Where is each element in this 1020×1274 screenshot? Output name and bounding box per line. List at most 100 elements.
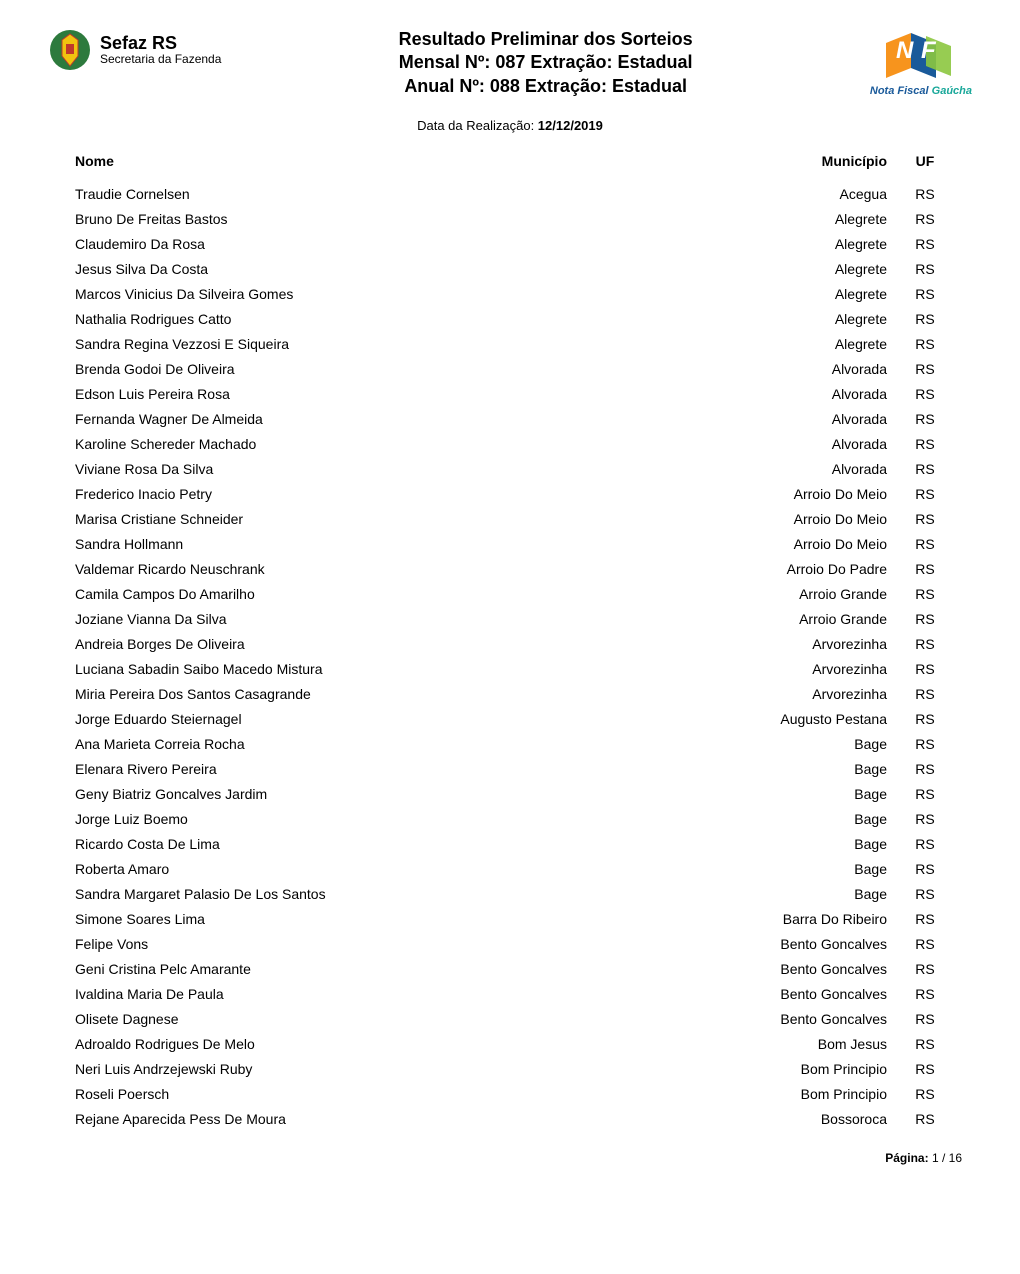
header-title-block: Resultado Preliminar dos Sorteios Mensal… xyxy=(221,28,869,98)
cell-uf: RS xyxy=(905,536,945,552)
cell-uf: RS xyxy=(905,211,945,227)
header-title-line3: Anual Nº: 088 Extração: Estadual xyxy=(221,75,869,98)
cell-uf: RS xyxy=(905,861,945,877)
cell-nome: Adroaldo Rodrigues De Melo xyxy=(75,1036,745,1052)
footer-current: 1 xyxy=(932,1151,939,1165)
cell-nome: Viviane Rosa Da Silva xyxy=(75,461,745,477)
cell-municipio: Bage xyxy=(745,861,905,877)
page-footer: Página: 1 / 16 xyxy=(48,1151,972,1165)
cell-municipio: Bossoroca xyxy=(745,1111,905,1127)
cell-municipio: Arroio Grande xyxy=(745,611,905,627)
cell-uf: RS xyxy=(905,311,945,327)
cell-uf: RS xyxy=(905,436,945,452)
table-row: Sandra HollmannArroio Do MeioRS xyxy=(75,531,945,556)
page-header: Sefaz RS Secretaria da Fazenda Resultado… xyxy=(48,28,972,98)
table-row: Adroaldo Rodrigues De MeloBom JesusRS xyxy=(75,1031,945,1056)
table-row: Geny Biatriz Goncalves JardimBageRS xyxy=(75,781,945,806)
cell-municipio: Bento Goncalves xyxy=(745,961,905,977)
cell-uf: RS xyxy=(905,761,945,777)
nfg-text: Nota Fiscal Gaúcha xyxy=(870,85,972,97)
table-row: Miria Pereira Dos Santos CasagrandeArvor… xyxy=(75,681,945,706)
table-row: Felipe VonsBento GoncalvesRS xyxy=(75,931,945,956)
cell-uf: RS xyxy=(905,411,945,427)
cell-nome: Edson Luis Pereira Rosa xyxy=(75,386,745,402)
cell-uf: RS xyxy=(905,736,945,752)
cell-municipio: Alegrete xyxy=(745,286,905,302)
header-municipio: Município xyxy=(745,153,905,169)
table-row: Jorge Eduardo SteiernagelAugusto Pestana… xyxy=(75,706,945,731)
cell-municipio: Bento Goncalves xyxy=(745,1011,905,1027)
table-body: Traudie CornelsenAceguaRS Bruno De Freita… xyxy=(75,181,945,1131)
table-row: Ivaldina Maria De PaulaBento GoncalvesRS xyxy=(75,981,945,1006)
cell-municipio: Bage xyxy=(745,886,905,902)
table-row: Marcos Vinicius Da Silveira GomesAlegret… xyxy=(75,281,945,306)
cell-municipio: Bom Principio xyxy=(745,1086,905,1102)
cell-uf: RS xyxy=(905,236,945,252)
cell-uf: RS xyxy=(905,986,945,1002)
cell-nome: Jorge Luiz Boemo xyxy=(75,811,745,827)
table-row: Marisa Cristiane SchneiderArroio Do Meio… xyxy=(75,506,945,531)
cell-uf: RS xyxy=(905,911,945,927)
svg-text:N: N xyxy=(896,37,914,64)
cell-uf: RS xyxy=(905,386,945,402)
cell-municipio: Acegua xyxy=(745,186,905,202)
cell-uf: RS xyxy=(905,686,945,702)
cell-uf: RS xyxy=(905,586,945,602)
table-row: Camila Campos Do AmarilhoArroio GrandeRS xyxy=(75,581,945,606)
cell-nome: Joziane Vianna Da Silva xyxy=(75,611,745,627)
cell-nome: Ana Marieta Correia Rocha xyxy=(75,736,745,752)
cell-nome: Miria Pereira Dos Santos Casagrande xyxy=(75,686,745,702)
cell-municipio: Alegrete xyxy=(745,261,905,277)
cell-nome: Jesus Silva Da Costa xyxy=(75,261,745,277)
table-row: Fernanda Wagner De AlmeidaAlvoradaRS xyxy=(75,406,945,431)
cell-nome: Geni Cristina Pelc Amarante xyxy=(75,961,745,977)
table-row: Rejane Aparecida Pess De MouraBossorocaR… xyxy=(75,1106,945,1131)
cell-nome: Marcos Vinicius Da Silveira Gomes xyxy=(75,286,745,302)
cell-municipio: Arvorezinha xyxy=(745,636,905,652)
cell-uf: RS xyxy=(905,661,945,677)
nfg-logo-icon: N F xyxy=(876,28,966,83)
footer-label: Página: xyxy=(885,1151,932,1165)
cell-municipio: Alegrete xyxy=(745,236,905,252)
cell-nome: Felipe Vons xyxy=(75,936,745,952)
cell-municipio: Bento Goncalves xyxy=(745,936,905,952)
cell-nome: Bruno De Freitas Bastos xyxy=(75,211,745,227)
cell-municipio: Alvorada xyxy=(745,386,905,402)
table-row: Karoline Schereder MachadoAlvoradaRS xyxy=(75,431,945,456)
cell-nome: Jorge Eduardo Steiernagel xyxy=(75,711,745,727)
cell-uf: RS xyxy=(905,611,945,627)
cell-municipio: Bom Jesus xyxy=(745,1036,905,1052)
table-row: Jesus Silva Da CostaAlegreteRS xyxy=(75,256,945,281)
cell-nome: Brenda Godoi De Oliveira xyxy=(75,361,745,377)
table-row: Joziane Vianna Da SilvaArroio GrandeRS xyxy=(75,606,945,631)
header-title-line2: Mensal Nº: 087 Extração: Estadual xyxy=(221,51,869,74)
cell-municipio: Augusto Pestana xyxy=(745,711,905,727)
table-row: Traudie CornelsenAceguaRS xyxy=(75,181,945,206)
cell-uf: RS xyxy=(905,1011,945,1027)
cell-uf: RS xyxy=(905,261,945,277)
cell-nome: Frederico Inacio Petry xyxy=(75,486,745,502)
date-value: 12/12/2019 xyxy=(538,118,603,133)
sefaz-text: Sefaz RS Secretaria da Fazenda xyxy=(100,34,221,67)
table-row: Luciana Sabadin Saibo Macedo MisturaArvo… xyxy=(75,656,945,681)
table-row: Elenara Rivero PereiraBageRS xyxy=(75,756,945,781)
cell-nome: Geny Biatriz Goncalves Jardim xyxy=(75,786,745,802)
cell-nome: Ivaldina Maria De Paula xyxy=(75,986,745,1002)
cell-nome: Camila Campos Do Amarilho xyxy=(75,586,745,602)
footer-separator: / xyxy=(939,1151,949,1165)
cell-uf: RS xyxy=(905,886,945,902)
cell-municipio: Alvorada xyxy=(745,411,905,427)
cell-uf: RS xyxy=(905,1061,945,1077)
cell-municipio: Arroio Do Padre xyxy=(745,561,905,577)
cell-uf: RS xyxy=(905,461,945,477)
table-row: Roseli PoerschBom PrincipioRS xyxy=(75,1081,945,1106)
cell-uf: RS xyxy=(905,786,945,802)
table-row: Andreia Borges De OliveiraArvorezinhaRS xyxy=(75,631,945,656)
table-row: Geni Cristina Pelc AmaranteBento Goncalv… xyxy=(75,956,945,981)
cell-uf: RS xyxy=(905,836,945,852)
logo-sefaz: Sefaz RS Secretaria da Fazenda xyxy=(48,28,221,72)
cell-uf: RS xyxy=(905,711,945,727)
table-row: Claudemiro Da RosaAlegreteRS xyxy=(75,231,945,256)
cell-municipio: Arroio Grande xyxy=(745,586,905,602)
cell-nome: Claudemiro Da Rosa xyxy=(75,236,745,252)
